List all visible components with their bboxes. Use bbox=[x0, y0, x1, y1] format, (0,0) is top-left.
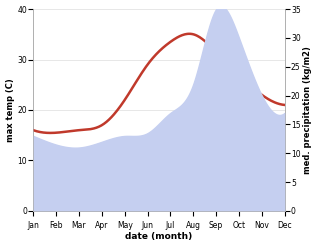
X-axis label: date (month): date (month) bbox=[125, 232, 193, 242]
Y-axis label: med. precipitation (kg/m2): med. precipitation (kg/m2) bbox=[303, 46, 313, 174]
Y-axis label: max temp (C): max temp (C) bbox=[5, 78, 15, 142]
